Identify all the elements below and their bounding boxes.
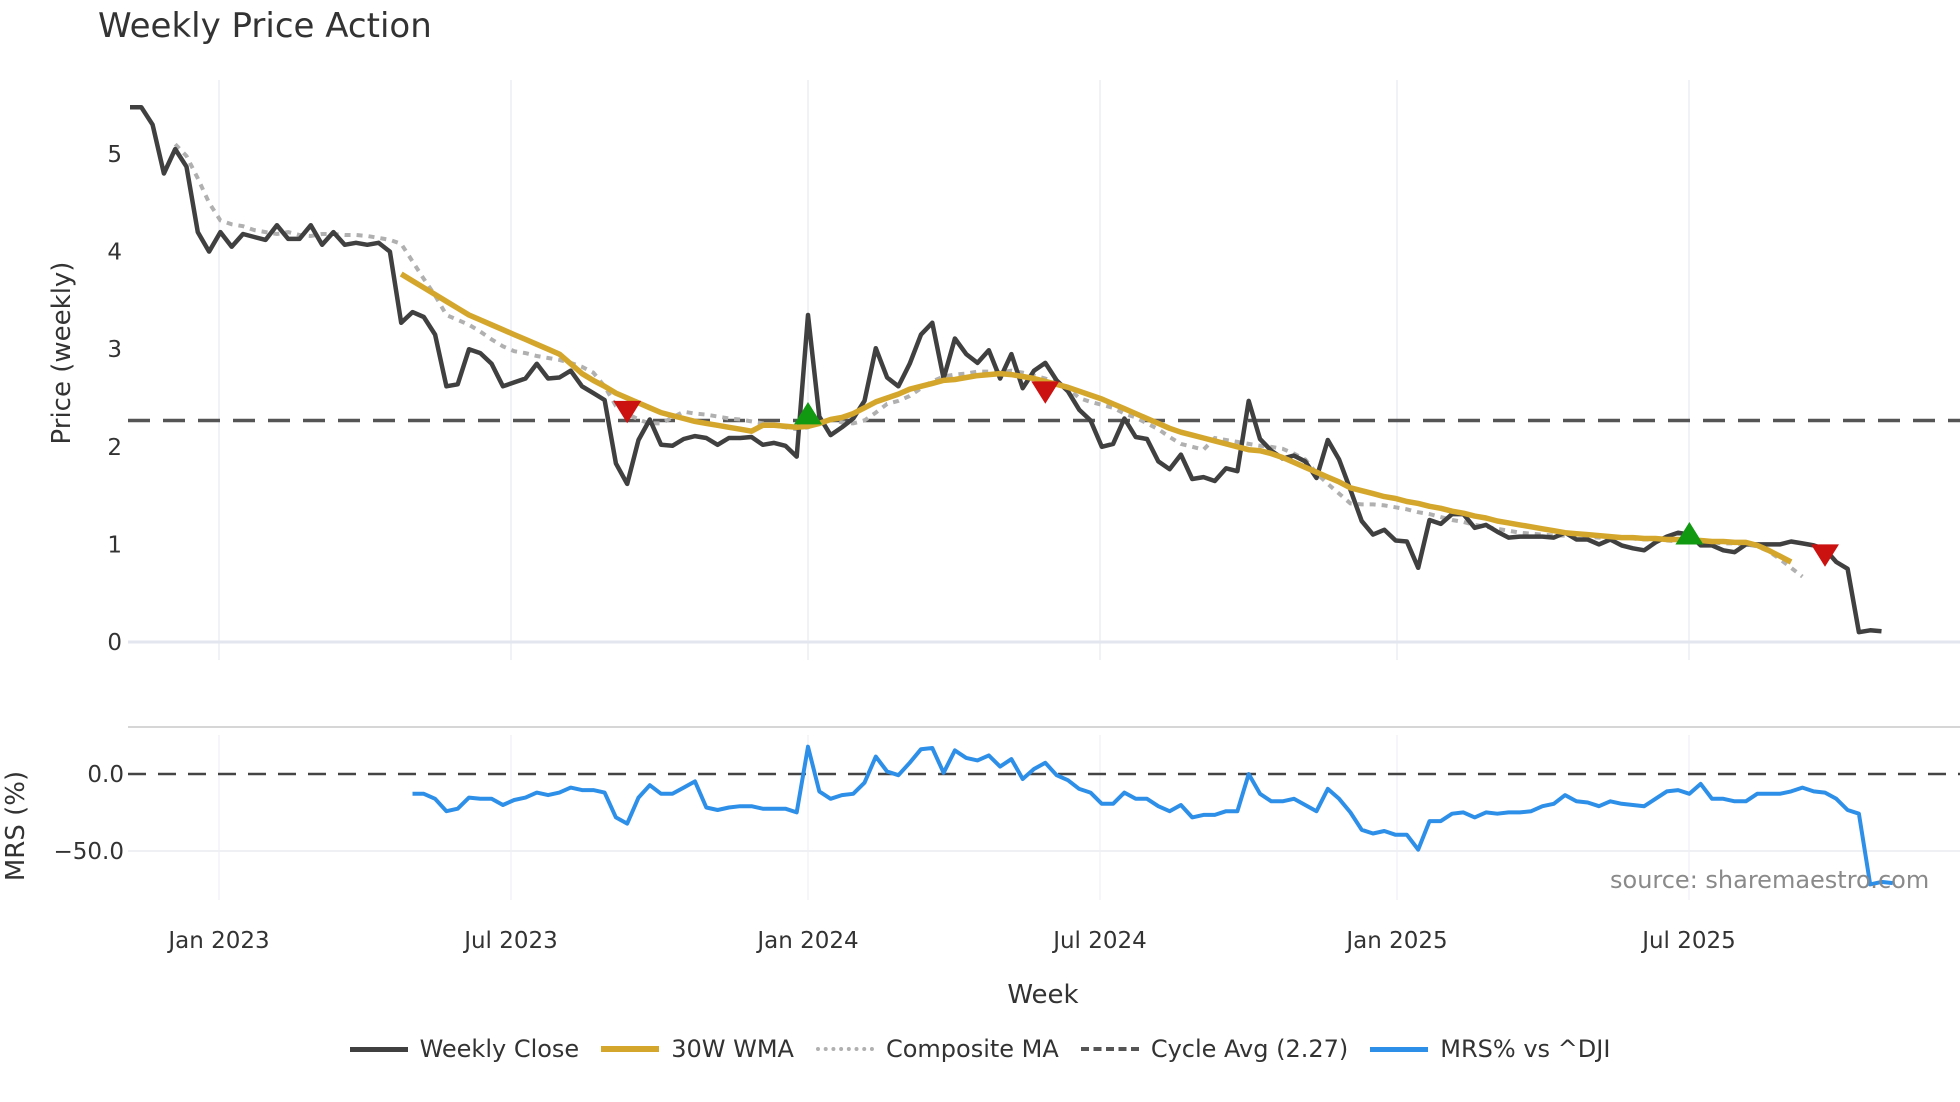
legend-item-weekly-close[interactable]: Weekly Close <box>349 1035 580 1063</box>
svg-text:Jan 2025: Jan 2025 <box>1344 928 1447 954</box>
grid-lines <box>128 80 1960 900</box>
legend-item-30w-wma[interactable]: 30W WMA <box>601 1035 794 1063</box>
composite-ma-swatch-icon <box>815 1047 874 1051</box>
mrs-y-axis-label: MRS (%) <box>1 771 31 881</box>
wma-swatch-icon <box>601 1046 660 1052</box>
sell-signal-icon <box>1031 381 1060 404</box>
legend-label: MRS% vs ^DJI <box>1440 1035 1611 1063</box>
buy-signal-icon <box>1675 522 1704 545</box>
mrs-y-axis: 0.0 −50.0 <box>54 762 124 865</box>
sell-signal-icon <box>1811 544 1839 567</box>
chart-title: Weekly Price Action <box>98 6 432 46</box>
legend-label: 30W WMA <box>671 1035 794 1063</box>
svg-text:4: 4 <box>107 240 122 266</box>
price-y-axis-label: Price (weekly) <box>47 262 77 445</box>
svg-text:Jan 2024: Jan 2024 <box>755 928 858 954</box>
legend-label: Weekly Close <box>419 1035 580 1063</box>
x-axis: Jan 2023 Jul 2023 Jan 2024 Jul 2024 Jan 2025… <box>166 928 1735 954</box>
svg-text:0: 0 <box>107 630 122 656</box>
svg-text:−50.0: −50.0 <box>54 839 124 865</box>
signal-markers <box>613 381 1839 567</box>
svg-text:1: 1 <box>107 532 122 558</box>
svg-text:Jul 2023: Jul 2023 <box>462 928 558 954</box>
svg-text:5: 5 <box>107 142 122 168</box>
svg-text:3: 3 <box>107 337 122 363</box>
svg-text:0.0: 0.0 <box>87 762 124 788</box>
svg-text:Jul 2025: Jul 2025 <box>1640 928 1736 954</box>
x-axis-label: Week <box>1007 980 1078 1010</box>
cycle-avg-swatch-icon <box>1080 1047 1139 1051</box>
buy-signal-icon <box>794 401 822 425</box>
svg-text:2: 2 <box>107 435 122 461</box>
legend-label: Composite MA <box>885 1035 1059 1063</box>
mrs-swatch-icon <box>1370 1046 1429 1052</box>
legend: Weekly Close 30W WMA Composite MA Cycle … <box>0 1035 1960 1063</box>
legend-label: Cycle Avg (2.27) <box>1150 1035 1349 1063</box>
weekly-close-swatch-icon <box>349 1046 408 1052</box>
legend-item-composite-ma[interactable]: Composite MA <box>815 1035 1059 1063</box>
source-watermark: source: sharemaestro.com <box>1610 866 1930 894</box>
svg-text:Jul 2024: Jul 2024 <box>1051 928 1147 954</box>
legend-item-cycle-avg[interactable]: Cycle Avg (2.27) <box>1080 1035 1349 1063</box>
sell-signal-icon <box>613 400 642 424</box>
legend-item-mrs[interactable]: MRS% vs ^DJI <box>1370 1035 1610 1063</box>
svg-text:Jan 2023: Jan 2023 <box>166 928 269 954</box>
data-series <box>128 104 1960 887</box>
price-y-axis: 0 1 2 3 4 5 <box>107 142 122 656</box>
